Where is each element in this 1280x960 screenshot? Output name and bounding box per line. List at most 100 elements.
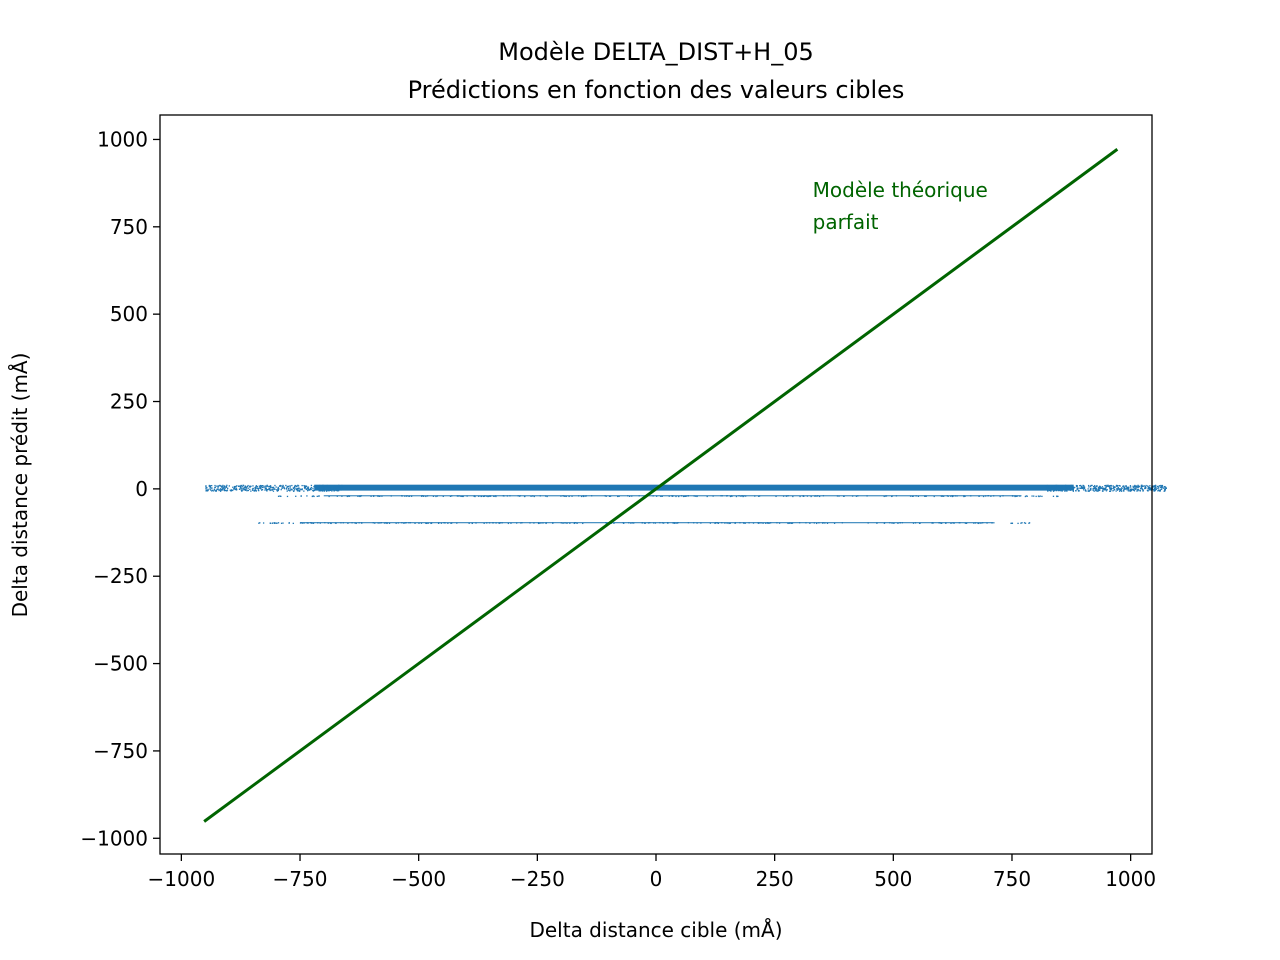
scatter-point bbox=[1064, 490, 1066, 492]
scatter-point bbox=[488, 522, 491, 524]
scatter-point bbox=[307, 486, 310, 488]
scatter-point bbox=[1123, 488, 1125, 491]
scatter-point bbox=[405, 522, 407, 524]
scatter-point bbox=[1061, 485, 1063, 487]
y-tick-label: 0 bbox=[135, 477, 148, 501]
scatter-point bbox=[261, 489, 264, 491]
scatter-point bbox=[317, 488, 319, 491]
scatter-point bbox=[1079, 485, 1081, 487]
scatter-point bbox=[328, 487, 330, 490]
scatter-point bbox=[242, 484, 244, 487]
scatter-point bbox=[940, 495, 942, 497]
y-axis-label: Delta distance prédit (mÅ) bbox=[8, 353, 32, 618]
scatter-point bbox=[1092, 489, 1094, 491]
scatter-point bbox=[285, 487, 288, 489]
scatter-point bbox=[326, 484, 328, 487]
scatter-point bbox=[303, 522, 305, 524]
scatter-point bbox=[982, 522, 984, 524]
scatter-point bbox=[313, 489, 316, 492]
scatter-point bbox=[210, 489, 212, 491]
scatter-point bbox=[1093, 490, 1095, 492]
scatter-point bbox=[1052, 488, 1055, 491]
scatter-point bbox=[1050, 490, 1052, 492]
scatter-point bbox=[1152, 485, 1154, 487]
scatter-point bbox=[246, 486, 249, 488]
scatter-point bbox=[1039, 495, 1041, 497]
x-tick-label: −250 bbox=[510, 867, 565, 891]
scatter-point bbox=[209, 486, 211, 488]
scatter-point bbox=[739, 522, 741, 524]
scatter-band-core bbox=[314, 484, 1074, 491]
scatter-point bbox=[304, 485, 307, 487]
scatter-point bbox=[211, 489, 214, 491]
scatter-point bbox=[1154, 489, 1157, 491]
scatter-point bbox=[1126, 489, 1128, 491]
scatter-point bbox=[836, 495, 839, 497]
scatter-point bbox=[223, 488, 225, 490]
annotation-line: Modèle théorique bbox=[813, 178, 988, 202]
scatter-point bbox=[304, 486, 306, 489]
scatter-point bbox=[1058, 489, 1060, 491]
scatter-point bbox=[205, 486, 207, 488]
scatter-point bbox=[430, 522, 433, 524]
scatter-point bbox=[241, 489, 244, 491]
scatter-point bbox=[1096, 490, 1098, 492]
scatter-point bbox=[1109, 487, 1111, 489]
scatter-point bbox=[440, 522, 443, 524]
scatter-point bbox=[785, 495, 787, 497]
scatter-point bbox=[451, 522, 453, 524]
scatter-point bbox=[291, 489, 293, 491]
x-tick-label: −500 bbox=[391, 867, 446, 891]
scatter-point bbox=[1054, 488, 1056, 491]
scatter-point bbox=[370, 495, 372, 497]
scatter-point bbox=[295, 495, 297, 497]
scatter-point bbox=[803, 495, 805, 497]
scatter-point bbox=[1011, 495, 1014, 497]
scatter-point bbox=[1106, 485, 1108, 487]
scatter-point bbox=[752, 522, 755, 524]
scatter-point bbox=[838, 495, 840, 497]
scatter-point bbox=[687, 522, 690, 524]
scatter-point bbox=[297, 488, 299, 491]
perfect-model-line bbox=[203, 148, 1119, 823]
scatter-point bbox=[321, 485, 323, 487]
scatter-point bbox=[401, 495, 403, 497]
scatter-point bbox=[767, 522, 769, 524]
scatter-point bbox=[1047, 490, 1049, 492]
scatter-point bbox=[300, 488, 302, 490]
scatter-point bbox=[741, 495, 743, 497]
scatter-point bbox=[334, 487, 336, 489]
scatter-point bbox=[1098, 488, 1100, 490]
scatter-point bbox=[1092, 488, 1094, 490]
scatter-point bbox=[1157, 490, 1159, 492]
scatter-point bbox=[270, 486, 272, 488]
scatter-point bbox=[456, 522, 458, 524]
scatter-point bbox=[1054, 489, 1056, 492]
scatter-point bbox=[487, 495, 489, 498]
scatter-point bbox=[216, 488, 218, 491]
plot-area: Modèle théorique parfait bbox=[203, 148, 1167, 823]
scatter-point bbox=[1153, 488, 1156, 490]
scatter-point bbox=[674, 522, 676, 524]
scatter-point bbox=[608, 495, 611, 497]
scatter-point bbox=[653, 522, 655, 524]
scatter-point bbox=[758, 522, 760, 524]
scatter-point bbox=[1158, 485, 1161, 487]
scatter-point bbox=[693, 495, 695, 497]
scatter-point bbox=[627, 495, 629, 497]
scatter-point bbox=[1133, 488, 1135, 490]
scatter-point bbox=[649, 522, 651, 524]
scatter-point bbox=[668, 495, 670, 497]
scatter-point bbox=[1113, 488, 1116, 490]
scatter-point bbox=[799, 495, 801, 498]
scatter-point bbox=[306, 522, 308, 524]
scatter-point bbox=[388, 522, 391, 525]
scatter-point bbox=[1096, 485, 1098, 488]
scatter-point bbox=[618, 495, 620, 498]
scatter-point bbox=[219, 490, 222, 492]
scatter-point bbox=[1089, 488, 1092, 490]
scatter-point bbox=[1161, 484, 1164, 487]
scatter-point bbox=[1141, 486, 1143, 488]
scatter-point bbox=[318, 490, 320, 492]
scatter-point bbox=[341, 488, 343, 490]
